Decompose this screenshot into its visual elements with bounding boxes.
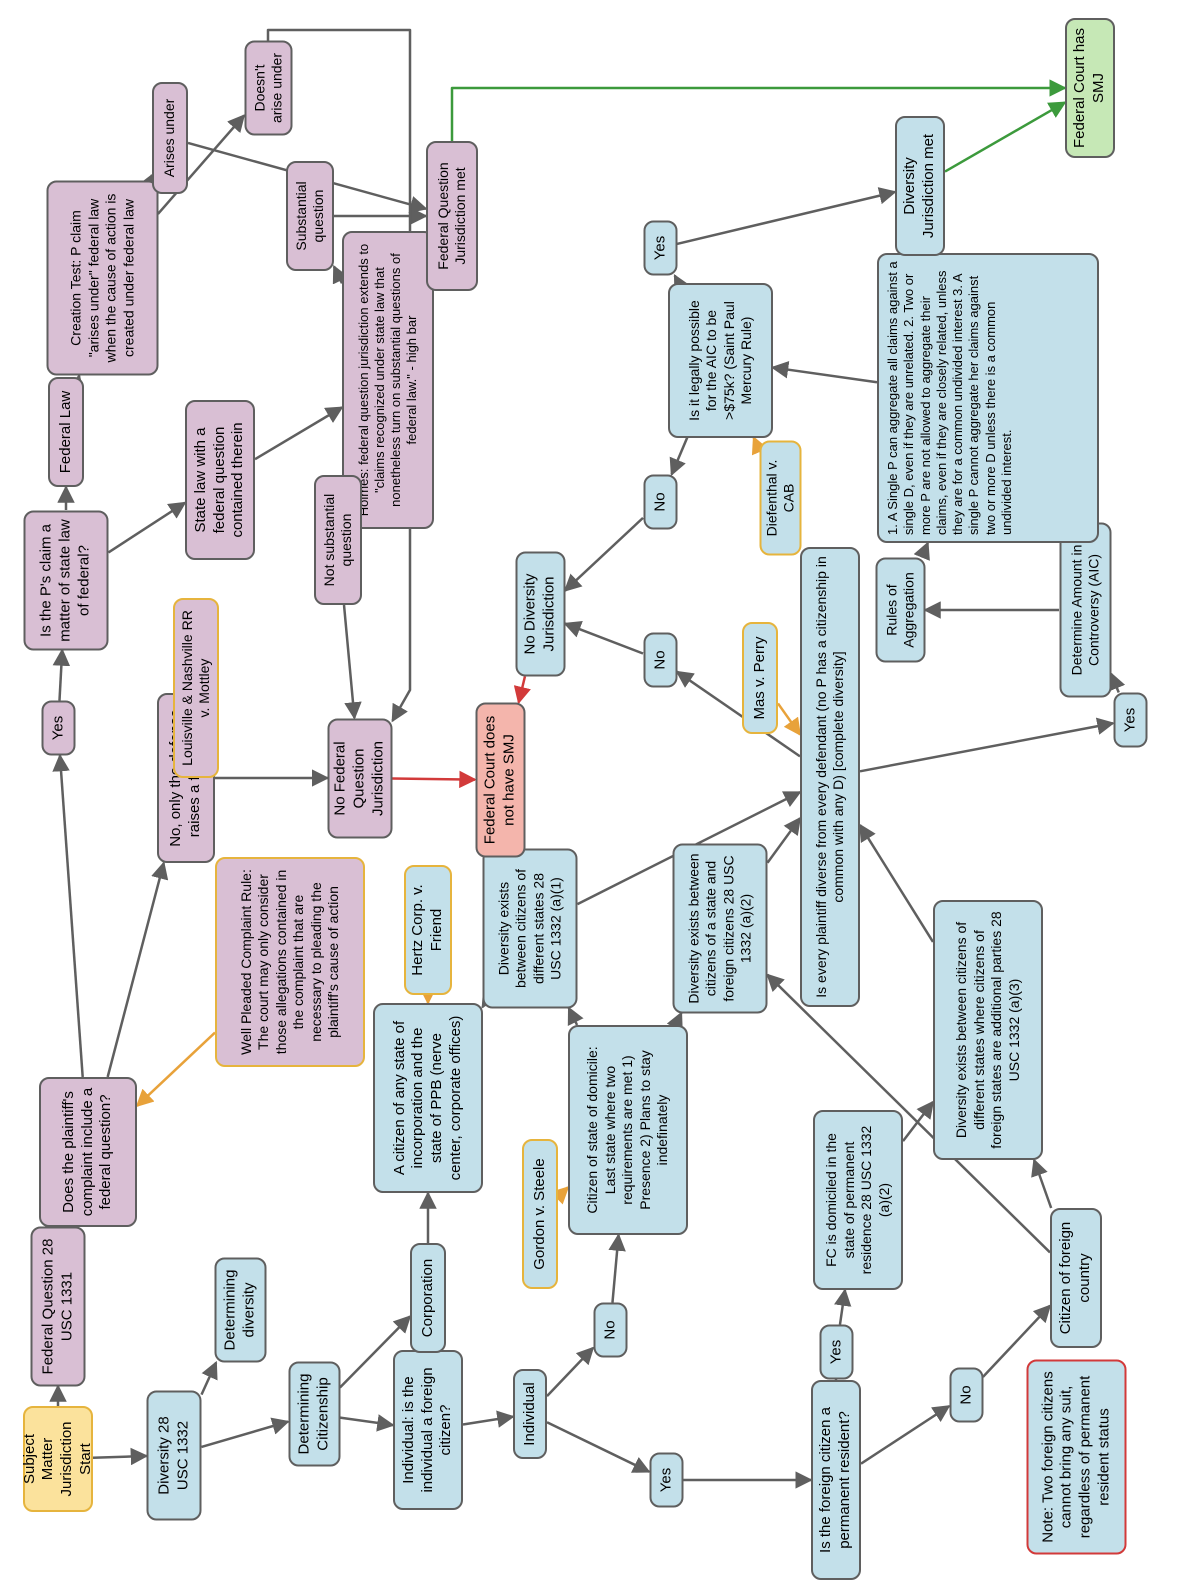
- edge-noFQJ-fedNoSMJ: [393, 778, 476, 779]
- node-masPerry: Mas v. Perry: [742, 622, 778, 734]
- node-gordon: Gordon v. Steele: [522, 1139, 558, 1289]
- node-note2foreign: Note: Two foreign citizens cannot bring …: [1026, 1360, 1126, 1555]
- edge-wellPleaded-plaintiffComplaint: [137, 1033, 215, 1106]
- edge-foreignCountry-divAdditional: [1034, 1160, 1051, 1208]
- node-divStates: Diversity exists between citizens of dif…: [483, 848, 578, 1008]
- edge-diversity-detCitizenship: [202, 1422, 289, 1447]
- node-noDivJuris: No Diversity Jurisdiction: [515, 552, 565, 677]
- edge-compDivYes-detAIC: [1111, 674, 1119, 693]
- edge-rulesAgg-aggList: [922, 543, 928, 558]
- node-compDivNo: No: [643, 633, 677, 688]
- node-smjYes: Federal Court has SMJ: [1065, 18, 1115, 158]
- node-compDivYes: Yes: [1113, 693, 1147, 748]
- edge-detCitizenship-indivForeign: [340, 1418, 393, 1425]
- node-divAdditional: Diversity exists between citizens of dif…: [933, 900, 1043, 1160]
- node-corpCitizen: A citizen of any state of incorporation …: [373, 1003, 483, 1193]
- node-indNo: No: [593, 1303, 627, 1358]
- edge-diefenthal-aic75: [754, 438, 759, 450]
- edge-plaintiffComplaint-noOnlyDefense: [108, 863, 164, 1077]
- edge-aic75-aicNo: [672, 438, 688, 475]
- node-substantial: Substantial question: [286, 161, 334, 271]
- edge-corpCitizen-divStates: [483, 1006, 484, 1007]
- node-detCitizenship: Determining Citizenship: [288, 1362, 340, 1467]
- node-completeDiv: Is every plaintiff diverse from every de…: [800, 547, 860, 1007]
- node-domicile: Citizen of state of domicile: Last state…: [568, 1025, 688, 1235]
- node-permYes: Yes: [819, 1325, 853, 1380]
- edge-divMet-smjYes: [945, 102, 1065, 171]
- edge-indNo-domicile: [612, 1235, 618, 1303]
- edge-holmes-substantial: [334, 266, 342, 283]
- node-wellPleaded: Well Pleaded Complaint Rule: The court m…: [215, 857, 365, 1067]
- node-isPsClaim: Is the P's claim a matter of state law o…: [24, 510, 109, 650]
- node-doesntArise: Doesn't arise under: [244, 41, 292, 136]
- node-corporation: Corporation: [410, 1243, 446, 1353]
- node-foreignCountry: Citizen of foreign country: [1050, 1208, 1102, 1348]
- edge-stateLawFed-holmes: [255, 407, 342, 459]
- node-foreignPerm: Is the foreign citizen a permanent resid…: [811, 1380, 861, 1580]
- edge-aggList-aic75: [773, 367, 878, 382]
- node-aicNo: No: [643, 475, 677, 530]
- edge-noDivJuris-fedNoSMJ: [519, 677, 525, 703]
- edge-fcDomiciled-divAdditional: [903, 1102, 933, 1141]
- node-rulesAgg: Rules of Aggregation: [875, 558, 925, 663]
- edge-start-diversity: [93, 1456, 147, 1458]
- edge-divAdditional-completeDiv: [860, 825, 933, 942]
- node-individual: Individual: [513, 1369, 547, 1459]
- node-federalLaw: Federal Law: [48, 377, 84, 487]
- node-arisesUnder: Arises under: [152, 82, 188, 194]
- edge-notSubstantial-noFQJ: [344, 605, 354, 718]
- node-diversity: Diversity 28 USC 1332: [147, 1390, 202, 1520]
- node-detDiversity: Determining diversity: [214, 1258, 266, 1363]
- flowchart-canvas: Subject Matter Jurisdiction Start Federal…: [0, 0, 1200, 1553]
- edge-foreignPerm-permNo: [861, 1406, 949, 1464]
- edge-masPerry-completeDiv: [778, 703, 800, 734]
- edge-divStateForeign-completeDiv: [768, 818, 801, 863]
- edge-diversity-detDiversity: [202, 1363, 217, 1395]
- edge-compDivNo-noDivJuris: [565, 624, 643, 654]
- node-diefenthal: Diefenthal v. CAB: [759, 441, 801, 556]
- node-creationTest: Creation Test: P claim "arises under" fe…: [46, 181, 158, 376]
- node-detAIC: Determine Amount in Controversy (AIC): [1059, 523, 1111, 698]
- node-fcDomiciled: FC is domiciled in the state of permanen…: [813, 1110, 903, 1290]
- node-aic75: Is it legally possible for the AIC to be…: [668, 283, 773, 438]
- node-divStateForeign: Diversity exists between citizens of a s…: [673, 843, 768, 1013]
- node-aggList: 1. A Single P can aggregate all claims a…: [877, 253, 1099, 543]
- edge-plaintiffComplaint-yesComplaint: [60, 756, 83, 1078]
- edge-completeDiv-compDivYes: [860, 723, 1113, 771]
- node-noFQJ: No Federal Question Jurisdiction: [328, 718, 393, 838]
- node-louisville: Louisville & Nashville RR v. Mottley: [173, 598, 219, 778]
- node-notSubstantial: Not substantial question: [314, 475, 362, 605]
- node-start: Subject Matter Jurisdiction Start: [23, 1406, 93, 1512]
- node-hertz: Hertz Corp. v. Friend: [404, 865, 452, 995]
- edge-aicNo-noDivJuris: [565, 518, 643, 591]
- edge-individual-indNo: [547, 1348, 593, 1396]
- node-indivForeign: Individual: is the individual a foreign …: [393, 1350, 463, 1510]
- edge-indivForeign-individual: [463, 1417, 513, 1425]
- node-divMet: Diversity Jurisdiction met: [895, 116, 945, 256]
- edge-domicile-divStateForeign: [676, 1013, 681, 1025]
- edge-fqjMet-smjYes: [452, 88, 1065, 141]
- node-fedNoSMJ: Federal Court does not have SMJ: [475, 703, 525, 858]
- node-federalQ: Federal Question 28 USC 1331: [31, 1226, 86, 1386]
- edge-aic75-aicYes: [675, 276, 679, 283]
- node-fqjMet: Federal Question Jurisdiction met: [426, 141, 478, 291]
- node-stateLawFed: State law with a federal question contai…: [185, 400, 255, 560]
- node-permNo: No: [949, 1368, 983, 1423]
- node-aicYes: Yes: [643, 221, 677, 276]
- edge-completeDiv-compDivNo: [677, 672, 800, 757]
- node-yesComplaint: Yes: [41, 701, 75, 756]
- edge-aicYes-divMet: [677, 192, 895, 244]
- edge-gordon-domicile: [558, 1187, 568, 1197]
- node-plaintiffComplaint: Does the plaintiff's complaint include a…: [39, 1077, 137, 1227]
- edge-isPsClaim-stateLawFed: [109, 503, 186, 553]
- edge-domicile-divStates: [569, 1008, 577, 1025]
- node-indYes: Yes: [649, 1453, 683, 1508]
- edge-permYes-fcDomiciled: [840, 1290, 845, 1325]
- edge-yesComplaint-isPsClaim: [59, 650, 62, 701]
- edge-individual-indYes: [547, 1422, 649, 1472]
